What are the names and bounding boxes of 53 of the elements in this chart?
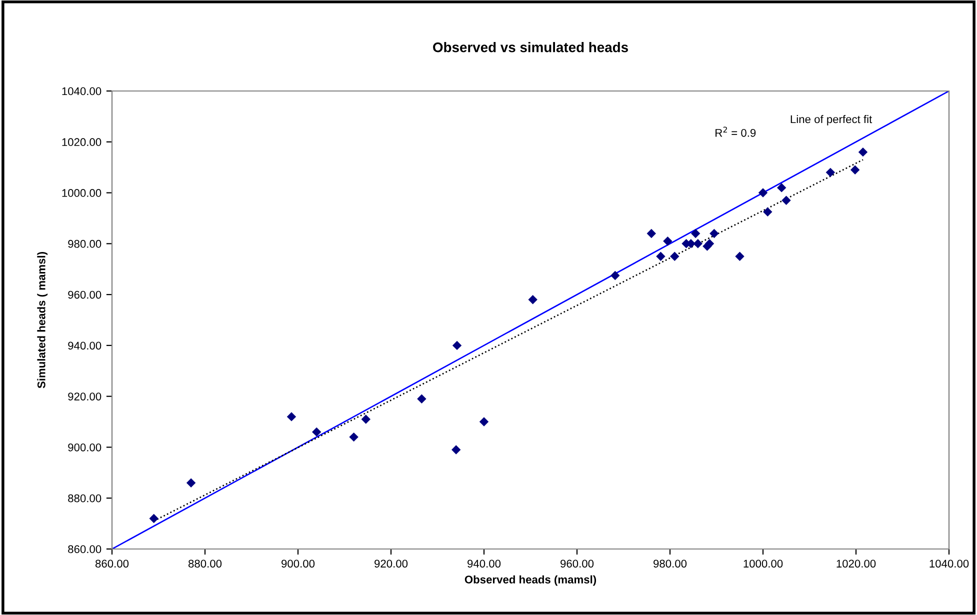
y-tick-label: 900.00: [68, 443, 102, 452]
point: [361, 414, 370, 424]
y-tick-label: 880.00: [68, 494, 102, 502]
x-tick-label: 1000.00: [744, 560, 783, 568]
x-tick-label: 860.00: [95, 560, 129, 568]
y-axis-title: Simulated heads ( mamsl): [37, 252, 48, 388]
point: [776, 183, 786, 192]
point: [670, 252, 680, 261]
y-tick-label: 940.00: [68, 342, 102, 350]
point: [690, 228, 700, 238]
y-tick-label: 1020.00: [62, 138, 102, 146]
point: [349, 432, 358, 442]
point: [850, 165, 860, 174]
point: [782, 196, 791, 206]
point: [656, 252, 666, 261]
point: [693, 239, 703, 248]
point: [735, 252, 744, 261]
point: [758, 188, 768, 198]
y-tick-label: 1000.00: [62, 189, 102, 197]
point: [646, 228, 656, 238]
point: [417, 394, 426, 404]
point: [528, 295, 538, 304]
point: [451, 445, 461, 454]
x-tick-label: 1020.00: [836, 560, 876, 568]
point: [858, 147, 868, 157]
point: [704, 239, 714, 248]
x-tick-label: 940.00: [468, 560, 501, 568]
x-tick-label: 880.00: [188, 560, 222, 568]
point: [826, 168, 836, 178]
annotation: Line of perfect fit: [790, 115, 872, 126]
x-axis-title: Observed heads (mamsl): [464, 575, 596, 586]
x-tick-label: 960.00: [560, 560, 594, 568]
point: [186, 478, 196, 488]
point: [312, 427, 322, 437]
point: [479, 417, 489, 426]
annotation: R$^{2}$ = 0.9: [716, 126, 756, 137]
y-tick-label: 980.00: [68, 240, 102, 248]
x-tick-label: 900.00: [282, 560, 315, 568]
point: [710, 228, 719, 238]
point: [610, 270, 620, 280]
y-tick-label: 920.00: [68, 392, 102, 400]
x-tick-label: 980.00: [654, 560, 687, 568]
x-tick-label: 1040.00: [930, 560, 969, 568]
point: [286, 412, 296, 422]
y-tick-label: 960.00: [68, 290, 102, 299]
chart-title: Observed vs simulated heads: [433, 42, 628, 52]
point: [452, 340, 462, 350]
y-tick-label: 860.00: [68, 545, 102, 554]
point: [763, 207, 772, 216]
point: [149, 514, 158, 524]
x-tick-label: 920.00: [374, 560, 408, 568]
y-tick-label: 1040.00: [62, 87, 102, 96]
point: [663, 236, 672, 246]
